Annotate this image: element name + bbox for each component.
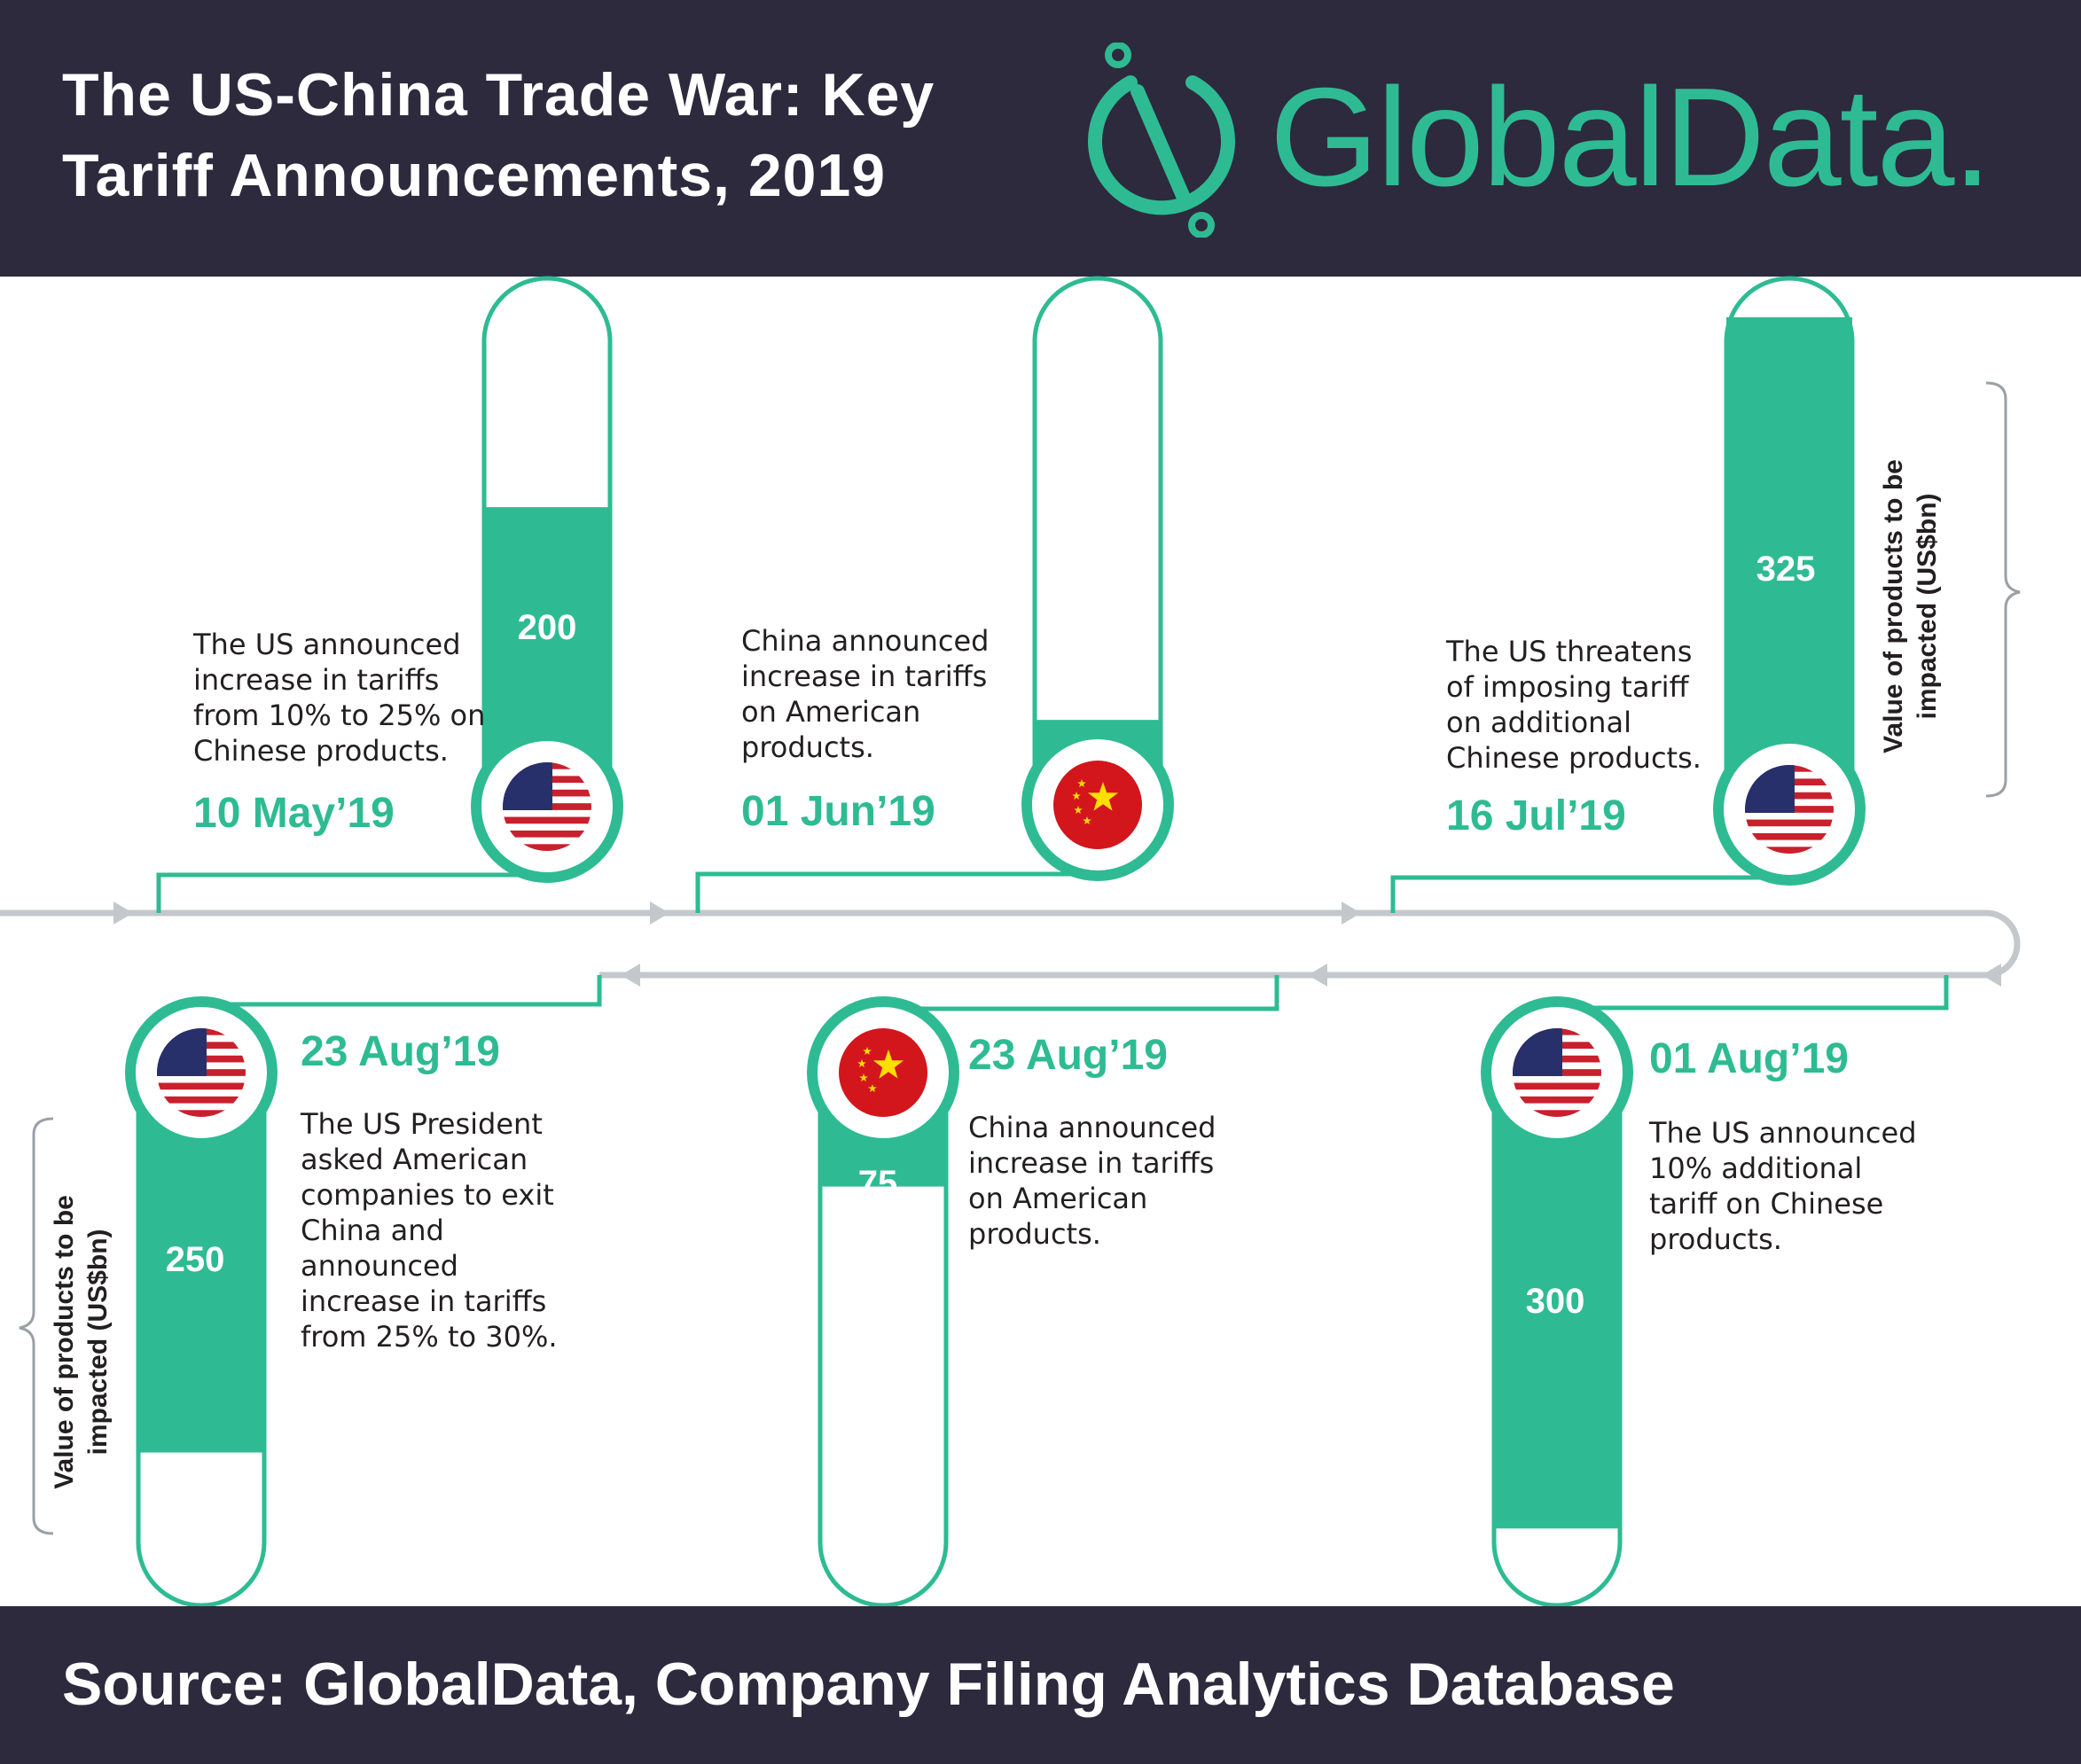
axis-brace [1985, 381, 2021, 798]
source-note: Source: GlobalData, Company Filing Analy… [62, 1651, 1675, 1718]
event-connector [1390, 854, 1792, 913]
event-description: China announced increase in tariffs on A… [968, 1111, 1217, 1251]
us-flag-icon [503, 762, 591, 851]
event-date: 01 Aug’19 [1649, 1035, 1849, 1082]
event-date: 23 Aug’19 [968, 1032, 1168, 1079]
flag-star [1072, 792, 1081, 800]
y-axis-label: Value of products to be impacted (US$bn) [1879, 459, 1942, 753]
bar-value-label: 250 [165, 1240, 225, 1279]
flag-star [872, 1050, 904, 1079]
header-bar [0, 0, 2081, 277]
flag-star [857, 1059, 866, 1067]
event-date: 01 Jun’19 [741, 788, 935, 835]
event-description: The US President asked American companie… [301, 1107, 558, 1354]
bar-value-label: 60 [1074, 666, 1115, 705]
event-date: 23 Aug’19 [301, 1028, 500, 1075]
event-description: The US announced increase in tariffs fro… [193, 628, 486, 768]
event-description: China announced increase in tariffs on A… [741, 624, 990, 764]
flag-star [859, 1073, 868, 1081]
flag-star [1083, 816, 1091, 824]
bar-outline [818, 1073, 949, 1608]
event-description: The US threatens of imposing tariff on a… [1446, 635, 1702, 775]
event-date: 16 Jul’19 [1446, 792, 1626, 839]
flag-star [1087, 782, 1119, 811]
event-connector [156, 847, 550, 913]
globaldata-logo-text: GlobalData. [1270, 59, 1991, 215]
bar-value-label: 300 [1525, 1282, 1585, 1321]
flag-star [863, 1047, 872, 1055]
us-flag-icon [1745, 765, 1834, 854]
us-flag-icon [1513, 1028, 1601, 1117]
timeline-line [0, 909, 2021, 979]
timeline-arrow [650, 902, 669, 925]
bar-outline [1032, 276, 1163, 811]
timeline-arrow [1982, 964, 2001, 987]
page-title: The US-China Trade War: Key Tariff Annou… [62, 61, 935, 209]
timeline-arrow [113, 902, 133, 925]
bar-value-label: 75 [857, 1164, 898, 1203]
y-axis-label: Value of products to be impacted (US$bn) [50, 1195, 113, 1489]
timeline-arrow [1308, 964, 1327, 987]
timeline-arrow [621, 964, 640, 987]
event-description: The US announced 10% additional tariff o… [1649, 1116, 1917, 1256]
event-connector [695, 847, 1100, 913]
bar [1726, 316, 1852, 811]
bar-value-label: 200 [517, 608, 577, 647]
globaldata-logo-icon [1088, 43, 1235, 238]
us-flag-icon [157, 1028, 246, 1117]
event-date: 10 May’19 [193, 790, 395, 837]
flag-star [868, 1084, 877, 1092]
flag-star [1077, 779, 1086, 787]
footer-bar [0, 1606, 2081, 1764]
bar-value-label: 325 [1756, 550, 1816, 589]
flag-star [1074, 806, 1083, 814]
timeline-arrow [1342, 902, 1361, 925]
axis-brace [19, 1117, 54, 1535]
event-connector [199, 975, 602, 1033]
